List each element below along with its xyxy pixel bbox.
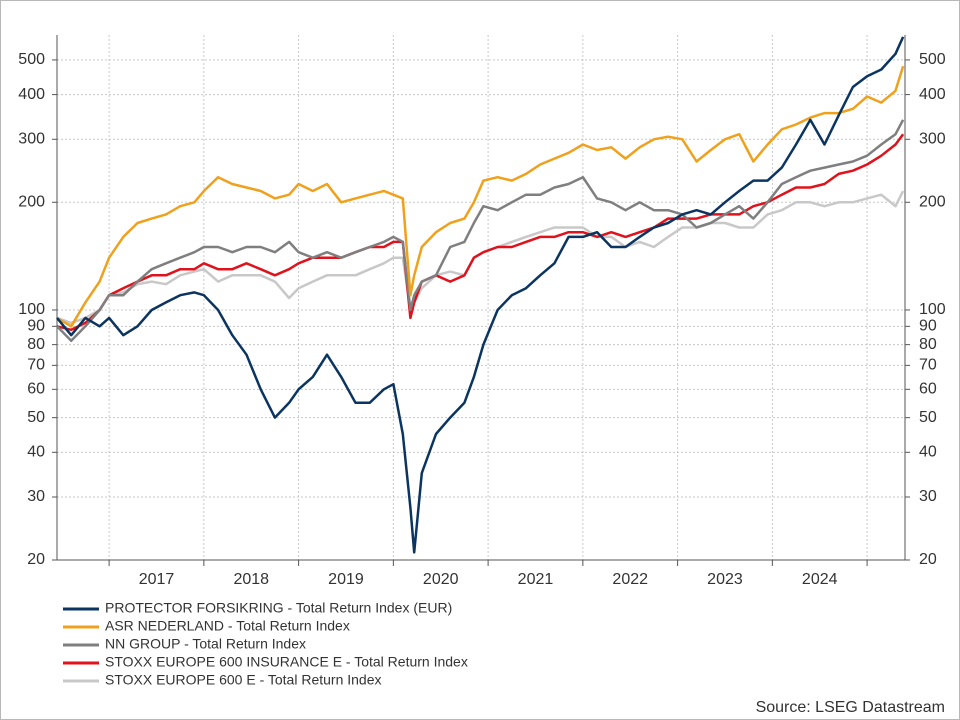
y2-tick-label: 20 [919, 551, 937, 568]
y2-tick-label: 90 [919, 318, 937, 335]
series-line [56, 119, 905, 343]
legend-label: STOXX EUROPE 600 INSURANCE E - Total Ret… [105, 654, 468, 670]
legend: PROTECTOR FORSIKRING - Total Return Inde… [63, 600, 468, 688]
y-tick-label: 400 [18, 86, 45, 103]
y2-tick-label: 200 [919, 193, 946, 210]
x-tick-label: 2021 [518, 571, 554, 588]
series-line [56, 65, 905, 328]
y-tick-label: 60 [27, 381, 45, 398]
y-tick-label: 200 [18, 193, 45, 210]
x-tick-label: 2018 [233, 571, 269, 588]
y-tick-label: 80 [27, 336, 45, 353]
y2-tick-label: 40 [919, 444, 937, 461]
y-tick-label: 30 [27, 488, 45, 505]
y2-tick-label: 80 [919, 336, 937, 353]
x-tick-label: 2024 [802, 571, 838, 588]
x-tick-label: 2023 [707, 571, 743, 588]
y-tick-label: 500 [18, 51, 45, 68]
y-tick-label: 90 [27, 318, 45, 335]
legend-label: PROTECTOR FORSIKRING - Total Return Inde… [105, 600, 452, 616]
y2-tick-label: 500 [919, 51, 946, 68]
y-tick-label: 300 [18, 131, 45, 148]
x-tick-label: 2020 [423, 571, 459, 588]
y2-tick-label: 70 [919, 357, 937, 374]
y2-tick-label: 300 [919, 131, 946, 148]
y-tick-label: 70 [27, 357, 45, 374]
source: Source: LSEG Datastream [756, 699, 945, 716]
y2-tick-label: 100 [919, 301, 946, 318]
y-tick-label: 40 [27, 444, 45, 461]
series-line [56, 133, 905, 332]
y2-tick-label: 30 [919, 488, 937, 505]
y-tick-label: 50 [27, 409, 45, 426]
legend-label: NN GROUP - Total Return Index [105, 636, 306, 652]
x-tick-label: 2019 [328, 571, 364, 588]
y2-tick-label: 60 [919, 381, 937, 398]
y-tick-label: 100 [18, 301, 45, 318]
x-tick-label: 2022 [612, 571, 648, 588]
x-tick-label: 2017 [139, 571, 175, 588]
y-tick-label: 20 [27, 551, 45, 568]
legend-label: STOXX EUROPE 600 E - Total Return Index [105, 672, 382, 688]
series-line [56, 36, 905, 554]
y2-tick-label: 400 [919, 86, 946, 103]
y2-tick-label: 50 [919, 409, 937, 426]
legend-label: ASR NEDERLAND - Total Return Index [105, 618, 350, 634]
